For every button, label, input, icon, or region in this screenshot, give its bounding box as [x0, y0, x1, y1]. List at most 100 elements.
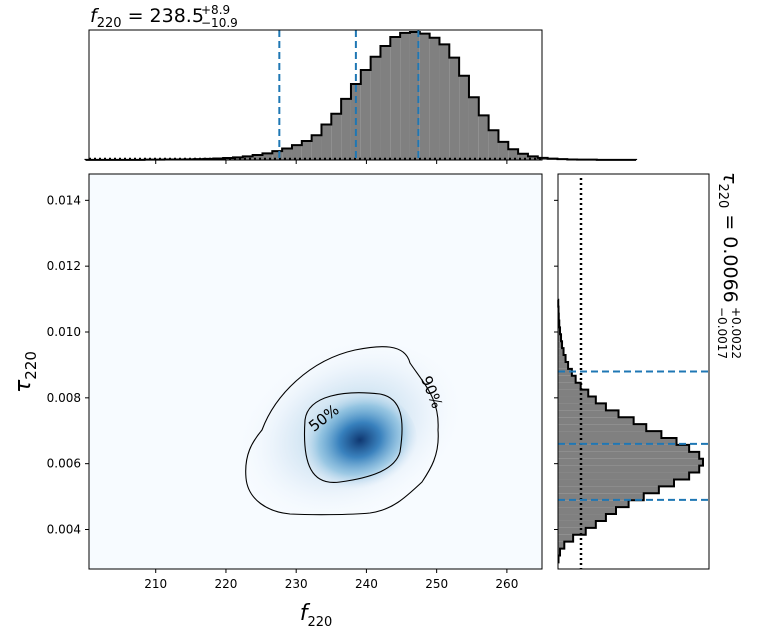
tau-bar-1: [558, 548, 561, 556]
f-bar-43: [508, 149, 519, 160]
f-bar-29: [370, 56, 381, 160]
tau-marginal-ticks: [554, 199, 558, 530]
tau-bar-10: [558, 486, 659, 494]
tau-bar-13: [558, 465, 700, 473]
f-histogram: [84, 31, 638, 161]
x-tick-label-0: 210: [144, 577, 167, 591]
tau-bar-18: [558, 431, 662, 438]
tau-marginal-frame: [557, 173, 710, 570]
f-marginal-frame: [88, 29, 543, 161]
tau-quantile-lines: [558, 370, 709, 501]
tau-bar-8: [558, 500, 629, 508]
tau-bar-5: [558, 520, 596, 528]
tau-bar-16: [558, 444, 690, 452]
f-bar-35: [429, 37, 440, 161]
f-bar-32: [400, 32, 410, 160]
tau-bar-33: [558, 327, 561, 335]
tau-bar-23: [558, 396, 596, 404]
f-bar-26: [341, 98, 351, 160]
joint-frame: [88, 173, 543, 570]
y-tick-label-1: 0.006: [47, 457, 81, 471]
tau-bar-2: [558, 541, 565, 549]
y-tick-label-4: 0.012: [47, 259, 81, 273]
tau-bar-30: [558, 348, 564, 356]
tau-bar-28: [558, 361, 569, 369]
f-bar-19: [272, 151, 283, 160]
tau-title: τ220 = 0.0066 +0.0022 −0.0017: [715, 172, 743, 359]
tau-bar-14: [558, 458, 703, 466]
f-bar-41: [488, 130, 499, 160]
f-bar-28: [360, 69, 371, 160]
f-bar-16: [242, 156, 253, 160]
contour-50: [303, 392, 403, 484]
tau-bar-21: [558, 410, 619, 418]
tau-bar-9: [558, 493, 644, 501]
f-bar-23: [311, 135, 322, 160]
x-tick-label-2: 230: [285, 577, 308, 591]
f-bar-34: [419, 33, 430, 160]
tau-bar-4: [558, 527, 586, 535]
tau-bar-11: [558, 479, 674, 487]
tau-bar-6: [558, 514, 606, 521]
f-bar-15: [232, 157, 243, 160]
y-tick-label-0: 0.004: [47, 523, 81, 537]
y-axis-label: τ220: [11, 351, 40, 393]
tau-bar-17: [558, 437, 677, 445]
f-marginal-panel: [84, 29, 638, 164]
f-title-lower: −10.9: [201, 16, 238, 30]
tau-bar-29: [558, 355, 566, 362]
tau-bar-22: [558, 403, 606, 411]
y-tick-label-5: 0.014: [47, 193, 81, 207]
f-title: f220 = 238.5: [90, 5, 204, 31]
x-axis-ticks: 210 220 230 240 250 260: [144, 569, 518, 591]
f-hist-outline: [84, 31, 638, 161]
tau-bar-12: [558, 472, 690, 480]
f-bar-18: [262, 153, 273, 160]
y-axis-ticks: 0.004 0.006 0.008 0.010 0.012 0.014: [47, 193, 89, 537]
tau-bar-25: [558, 382, 581, 390]
f-bar-44: [518, 153, 528, 160]
tau-bar-24: [558, 389, 589, 397]
f-marginal-ticks: [155, 160, 508, 164]
f-bar-22: [301, 141, 312, 160]
tau-histogram: [557, 178, 704, 569]
f-bar-17: [252, 155, 263, 160]
f-bar-37: [449, 57, 460, 160]
density-core: [293, 388, 417, 492]
tau-bar-26: [558, 375, 576, 383]
x-tick-label-3: 240: [355, 577, 378, 591]
joint-density-panel: 50% 90% 210 220 230 240 250 260 0.0040.0060.0…: [47, 173, 543, 591]
f-title-upper: +8.9: [201, 3, 230, 17]
f-bar-31: [390, 36, 401, 161]
f-bar-40: [478, 115, 489, 160]
f-bar-42: [498, 141, 509, 160]
tau-hist-outline: [557, 298, 704, 564]
x-axis-label: f220: [300, 601, 333, 630]
tau-bar-7: [558, 507, 616, 515]
x-tick-label-5: 260: [495, 577, 518, 591]
y-tick-label-3: 0.010: [47, 325, 81, 339]
f-bar-25: [331, 113, 342, 160]
f-bar-36: [439, 44, 450, 160]
f-bar-39: [468, 97, 479, 160]
tau-bar-20: [558, 417, 634, 425]
tau-title-upper: +0.0022: [729, 307, 743, 359]
svg-text:τ220 = 0.0066: τ220 = 0.0066: [715, 172, 741, 303]
x-tick-label-1: 220: [215, 577, 238, 591]
f-bar-24: [321, 124, 332, 160]
f-bar-20: [282, 148, 292, 160]
f-bar-45: [527, 156, 538, 160]
tau-title-lower: −0.0017: [715, 307, 729, 359]
tau-bar-32: [558, 334, 562, 342]
contour-90: [245, 346, 439, 516]
f-bar-33: [409, 32, 420, 160]
x-tick-label-4: 250: [425, 577, 448, 591]
tau-bar-31: [558, 341, 563, 349]
f-bar-30: [380, 46, 391, 160]
f-bar-46: [537, 157, 548, 160]
tau-bar-19: [558, 424, 647, 432]
tau-bar-3: [558, 534, 574, 542]
y-tick-label-2: 0.008: [47, 391, 81, 405]
f-bar-21: [291, 145, 302, 160]
